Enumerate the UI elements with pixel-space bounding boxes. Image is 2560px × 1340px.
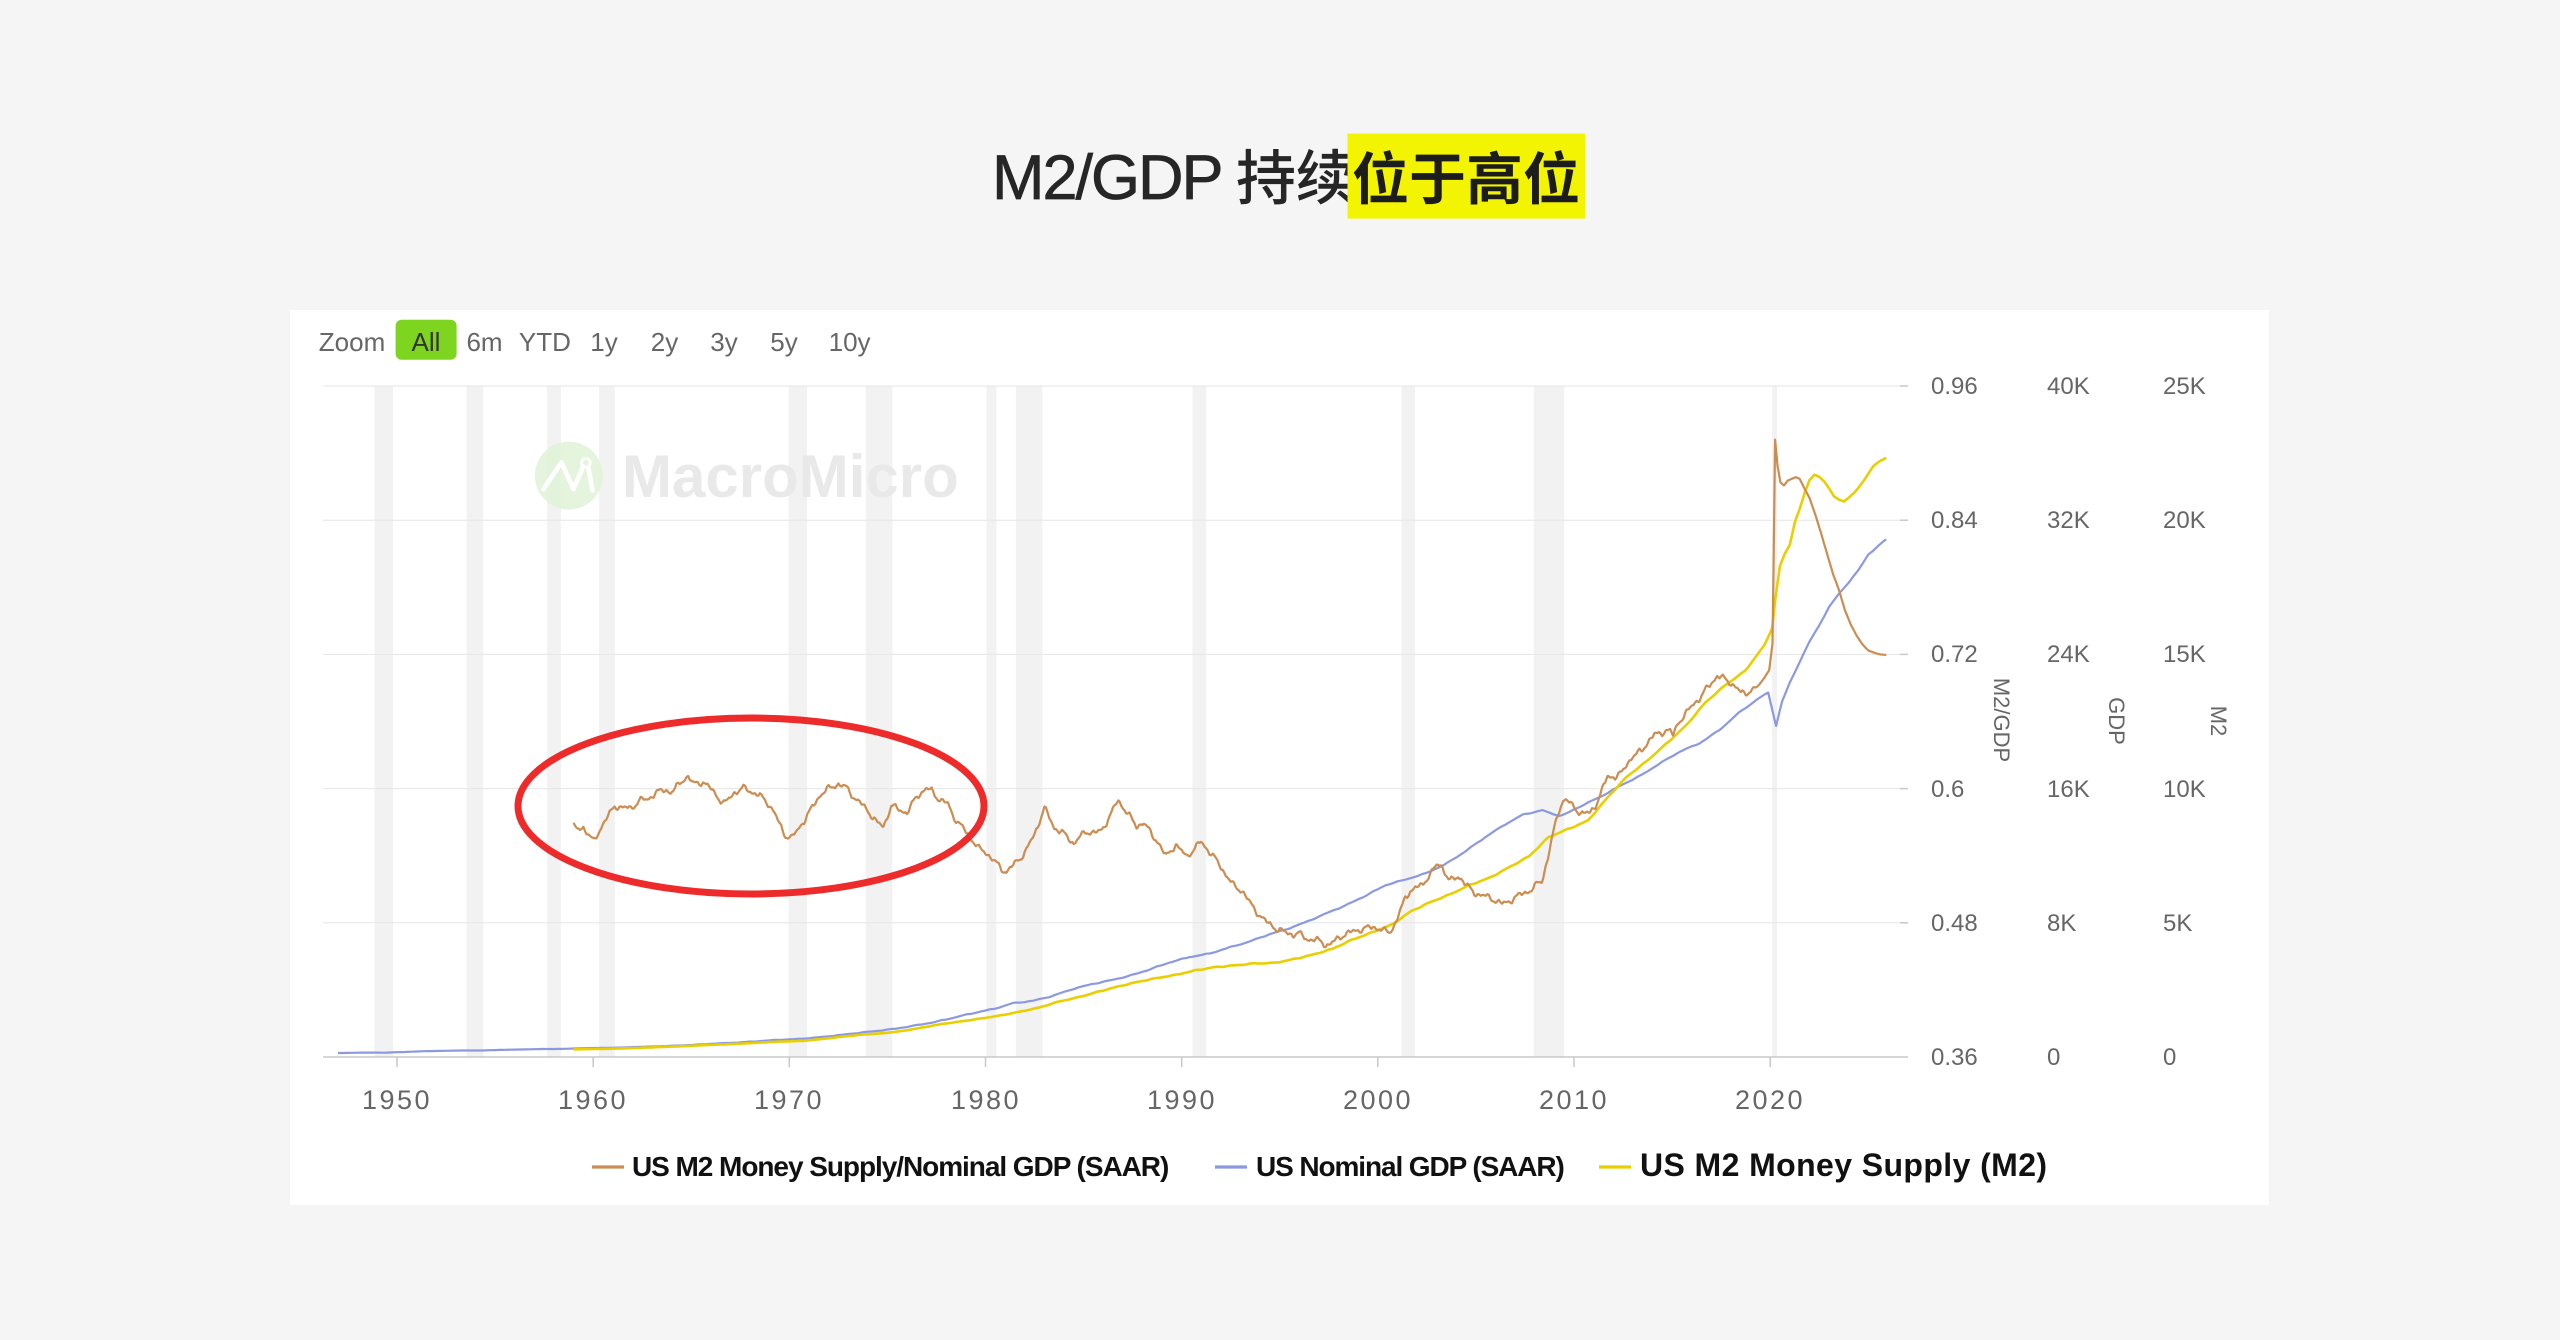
- svg-text:0.36: 0.36: [1931, 1044, 1978, 1071]
- svg-text:1950: 1950: [362, 1085, 432, 1115]
- svg-text:16K: 16K: [2047, 776, 2090, 803]
- svg-text:0.6: 0.6: [1931, 776, 1964, 803]
- svg-text:1980: 1980: [951, 1085, 1021, 1115]
- svg-text:1y: 1y: [590, 327, 617, 357]
- svg-text:24K: 24K: [2047, 641, 2090, 668]
- svg-text:US Nominal GDP (SAAR): US Nominal GDP (SAAR): [1256, 1151, 1564, 1182]
- svg-text:0.96: 0.96: [1931, 373, 1978, 400]
- svg-text:10y: 10y: [829, 327, 871, 357]
- svg-text:0.84: 0.84: [1931, 507, 1978, 534]
- svg-text:5K: 5K: [2163, 910, 2192, 937]
- svg-text:Zoom: Zoom: [319, 327, 385, 357]
- svg-text:20K: 20K: [2163, 507, 2206, 534]
- svg-text:GDP: GDP: [2104, 697, 2129, 745]
- svg-text:2000: 2000: [1343, 1085, 1413, 1115]
- svg-text:M2/GDP: M2/GDP: [992, 143, 1222, 213]
- svg-text:US M2 Money Supply/Nominal GDP: US M2 Money Supply/Nominal GDP (SAAR): [632, 1151, 1168, 1182]
- svg-text:M2/GDP: M2/GDP: [1989, 678, 2014, 762]
- svg-text:15K: 15K: [2163, 641, 2206, 668]
- svg-text:0.48: 0.48: [1931, 910, 1978, 937]
- svg-text:0: 0: [2047, 1044, 2060, 1071]
- svg-text:25K: 25K: [2163, 373, 2206, 400]
- svg-text:1990: 1990: [1147, 1085, 1217, 1115]
- svg-text:MacroMicro: MacroMicro: [622, 443, 959, 510]
- svg-text:5y: 5y: [770, 327, 797, 357]
- svg-text:6m: 6m: [466, 327, 502, 357]
- svg-text:All: All: [412, 327, 441, 357]
- svg-text:40K: 40K: [2047, 373, 2090, 400]
- svg-text:2020: 2020: [1735, 1085, 1805, 1115]
- svg-text:32K: 32K: [2047, 507, 2090, 534]
- svg-text:YTD: YTD: [519, 327, 571, 357]
- svg-text:M2: M2: [2206, 706, 2231, 737]
- svg-text:1970: 1970: [754, 1085, 824, 1115]
- svg-text:1960: 1960: [558, 1085, 628, 1115]
- svg-text:0: 0: [2163, 1044, 2176, 1071]
- svg-text:2y: 2y: [651, 327, 678, 357]
- svg-text:3y: 3y: [710, 327, 737, 357]
- svg-text:0.72: 0.72: [1931, 641, 1978, 668]
- svg-text:US M2 Money Supply (M2): US M2 Money Supply (M2): [1640, 1147, 2047, 1183]
- svg-text:10K: 10K: [2163, 776, 2206, 803]
- svg-text:8K: 8K: [2047, 910, 2076, 937]
- svg-text:2010: 2010: [1539, 1085, 1609, 1115]
